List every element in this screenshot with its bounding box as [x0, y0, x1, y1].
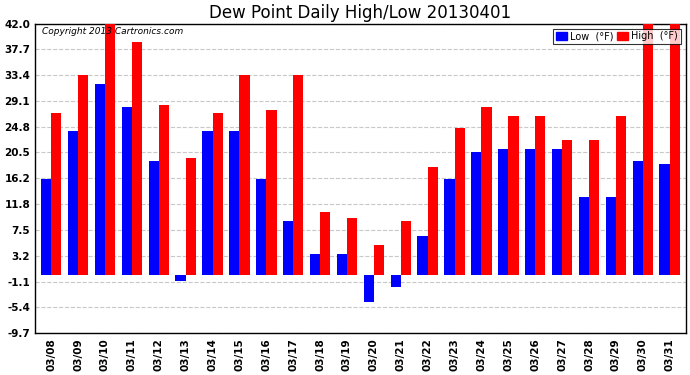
Bar [283, 221, 293, 275]
Bar [239, 75, 250, 275]
Bar [293, 75, 304, 275]
Bar [213, 114, 223, 275]
Bar [482, 108, 492, 275]
Bar [401, 221, 411, 275]
Text: Copyright 2013 Cartronics.com: Copyright 2013 Cartronics.com [41, 27, 183, 36]
Bar [417, 236, 428, 275]
Bar [471, 152, 482, 275]
Bar [121, 108, 132, 275]
Bar [509, 117, 519, 275]
Bar [616, 117, 626, 275]
Bar [498, 149, 509, 275]
Bar [552, 149, 562, 275]
Bar [347, 218, 357, 275]
Bar [51, 114, 61, 275]
Bar [68, 131, 78, 275]
Bar [606, 197, 616, 275]
Bar [579, 197, 589, 275]
Bar [310, 254, 320, 275]
Bar [229, 131, 239, 275]
Bar [41, 179, 51, 275]
Bar [95, 84, 105, 275]
Bar [159, 105, 169, 275]
Bar [186, 158, 196, 275]
Bar [132, 42, 142, 275]
Bar [670, 24, 680, 275]
Title: Dew Point Daily High/Low 20130401: Dew Point Daily High/Low 20130401 [209, 4, 511, 22]
Bar [525, 149, 535, 275]
Bar [660, 164, 670, 275]
Bar [202, 131, 213, 275]
Bar [175, 275, 186, 281]
Bar [266, 111, 277, 275]
Bar [589, 140, 599, 275]
Bar [535, 117, 546, 275]
Bar [428, 167, 438, 275]
Bar [444, 179, 455, 275]
Bar [364, 275, 374, 302]
Bar [643, 24, 653, 275]
Bar [78, 75, 88, 275]
Legend: Low  (°F), High  (°F): Low (°F), High (°F) [553, 28, 681, 44]
Bar [391, 275, 401, 287]
Bar [455, 129, 465, 275]
Bar [633, 161, 643, 275]
Bar [374, 245, 384, 275]
Bar [256, 179, 266, 275]
Bar [148, 161, 159, 275]
Bar [105, 24, 115, 275]
Bar [320, 212, 331, 275]
Bar [562, 140, 572, 275]
Bar [337, 254, 347, 275]
